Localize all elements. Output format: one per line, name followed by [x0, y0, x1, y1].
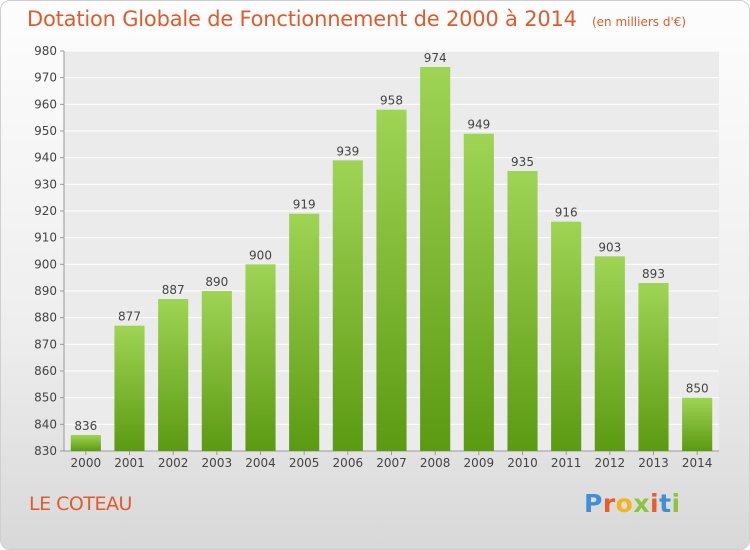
x-tick-label-2005: 2005 [289, 456, 320, 470]
title-row: Dotation Globale de Fonctionnement de 20… [27, 7, 686, 31]
y-tick-label: 950 [34, 124, 57, 138]
y-tick-label: 830 [34, 444, 57, 458]
y-tick-label: 960 [34, 97, 57, 111]
data-label-2003: 890 [205, 275, 228, 289]
x-tick-label-2010: 2010 [507, 456, 538, 470]
y-tick-label: 900 [34, 257, 57, 271]
bar-2000 [70, 435, 101, 451]
bar-2003 [201, 291, 232, 451]
y-tick-label: 920 [34, 204, 57, 218]
data-label-2002: 887 [162, 283, 185, 297]
y-tick-label: 850 [34, 391, 57, 405]
x-tick-label-2011: 2011 [551, 456, 582, 470]
chart-unit: (en milliers d'€) [591, 15, 687, 29]
x-tick-label-2014: 2014 [682, 456, 713, 470]
logo-letter: t [659, 489, 672, 518]
y-tick-label: 880 [34, 311, 57, 325]
logo-letter: o [615, 489, 634, 518]
bar-2010 [507, 171, 538, 451]
x-tick-label-2008: 2008 [420, 456, 451, 470]
x-tick-label-2000: 2000 [71, 456, 102, 470]
logo-letter: r [602, 489, 616, 518]
data-label-2005: 919 [293, 198, 316, 212]
x-tick-label-2006: 2006 [333, 456, 364, 470]
commune-name: LE COTEAU [29, 493, 132, 515]
x-tick-label-2002: 2002 [158, 456, 189, 470]
logo-letter: x [633, 489, 650, 518]
logo-letter: P [584, 489, 603, 518]
y-tick-label: 940 [34, 151, 57, 165]
bar-2006 [332, 160, 363, 452]
y-tick-label: 860 [34, 364, 57, 378]
data-label-2009: 949 [467, 118, 490, 132]
bar-2009 [463, 133, 494, 451]
data-label-2000: 836 [74, 419, 97, 433]
bar-2005 [289, 213, 320, 451]
bar-2011 [551, 221, 582, 451]
y-tick-label: 980 [34, 44, 57, 58]
logo-letter: i [671, 489, 681, 518]
bar-2004 [245, 264, 276, 451]
x-tick-label-2012: 2012 [595, 456, 626, 470]
x-tick-label-2009: 2009 [464, 456, 495, 470]
x-tick-label-2001: 2001 [114, 456, 145, 470]
y-tick-label: 870 [34, 337, 57, 351]
data-label-2012: 903 [598, 240, 621, 254]
data-label-2008: 974 [424, 51, 447, 65]
bar-2014 [682, 397, 713, 451]
x-tick-label-2013: 2013 [638, 456, 669, 470]
x-tick-label-2004: 2004 [245, 456, 276, 470]
bar-2001 [114, 325, 145, 451]
data-label-2013: 893 [642, 267, 665, 281]
data-label-2011: 916 [555, 206, 578, 220]
data-label-2006: 939 [336, 144, 359, 158]
y-tick-label: 970 [34, 71, 57, 85]
data-label-2004: 900 [249, 248, 272, 262]
data-label-2007: 958 [380, 94, 403, 108]
data-label-2001: 877 [118, 310, 141, 324]
bar-2013 [638, 283, 669, 451]
bar-2007 [376, 109, 407, 452]
y-tick-label: 930 [34, 177, 57, 191]
bar-2012 [594, 256, 625, 451]
y-tick-label: 840 [34, 417, 57, 431]
logo-letter: i [650, 489, 660, 518]
bar-2008 [420, 67, 451, 451]
y-tick-label: 890 [34, 284, 57, 298]
data-label-2010: 935 [511, 155, 534, 169]
x-tick-label-2007: 2007 [376, 456, 407, 470]
data-label-2014: 850 [686, 382, 709, 396]
y-tick-label: 910 [34, 231, 57, 245]
x-tick-label-2003: 2003 [202, 456, 233, 470]
proxiti-logo: Proxiti [584, 489, 681, 518]
chart-title: Dotation Globale de Fonctionnement de 20… [27, 7, 577, 31]
bar-2002 [158, 299, 189, 451]
